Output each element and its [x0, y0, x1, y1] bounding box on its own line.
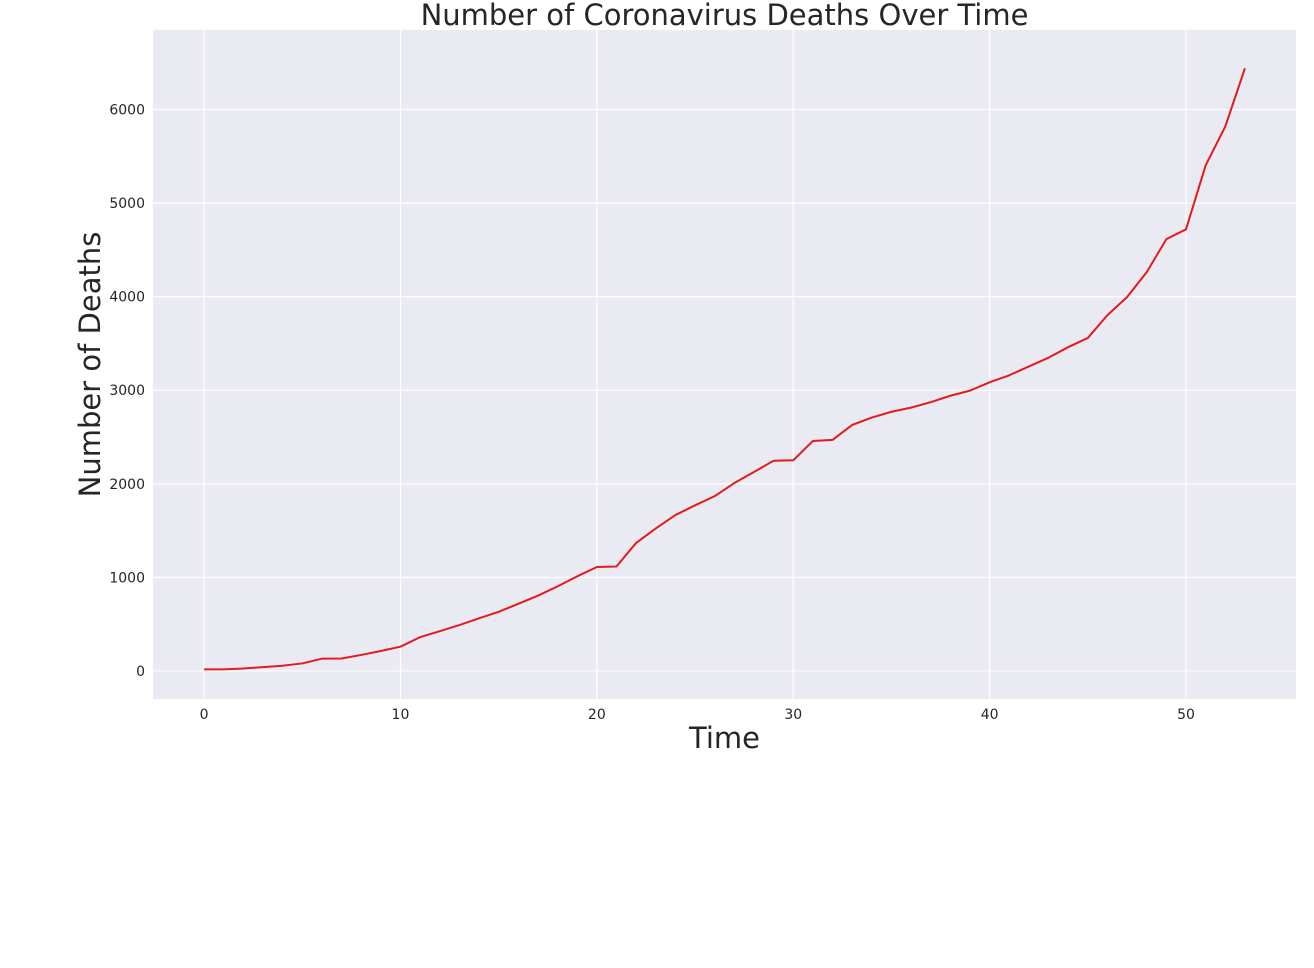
series-line — [204, 68, 1246, 671]
x-tick-label: 40 — [981, 707, 999, 723]
y-tick-label: 1000 — [109, 570, 145, 586]
chart-title: Number of Coronavirus Deaths Over Time — [421, 0, 1029, 32]
series-layer — [204, 68, 1246, 671]
y-tick-label: 4000 — [109, 290, 145, 306]
y-tick-label: 3000 — [109, 383, 145, 399]
plot-area — [153, 30, 1296, 699]
y-axis-label: Number of Deaths — [73, 232, 107, 498]
y-tick-label: 0 — [136, 664, 145, 680]
x-tick-label: 20 — [588, 707, 606, 723]
x-tick-label: 0 — [200, 707, 209, 723]
grid — [153, 30, 1296, 699]
y-tick-label: 5000 — [109, 196, 145, 212]
x-tick-label: 10 — [392, 707, 410, 723]
x-tick-label: 50 — [1177, 707, 1195, 723]
x-tick-labels: 0 10 20 30 40 50 — [200, 707, 1195, 723]
y-tick-label: 6000 — [109, 103, 145, 119]
y-tick-label: 2000 — [109, 477, 145, 493]
y-tick-labels: 0 1000 2000 3000 4000 5000 6000 — [109, 103, 145, 680]
x-tick-label: 30 — [784, 707, 802, 723]
x-axis-label: Time — [688, 721, 760, 755]
